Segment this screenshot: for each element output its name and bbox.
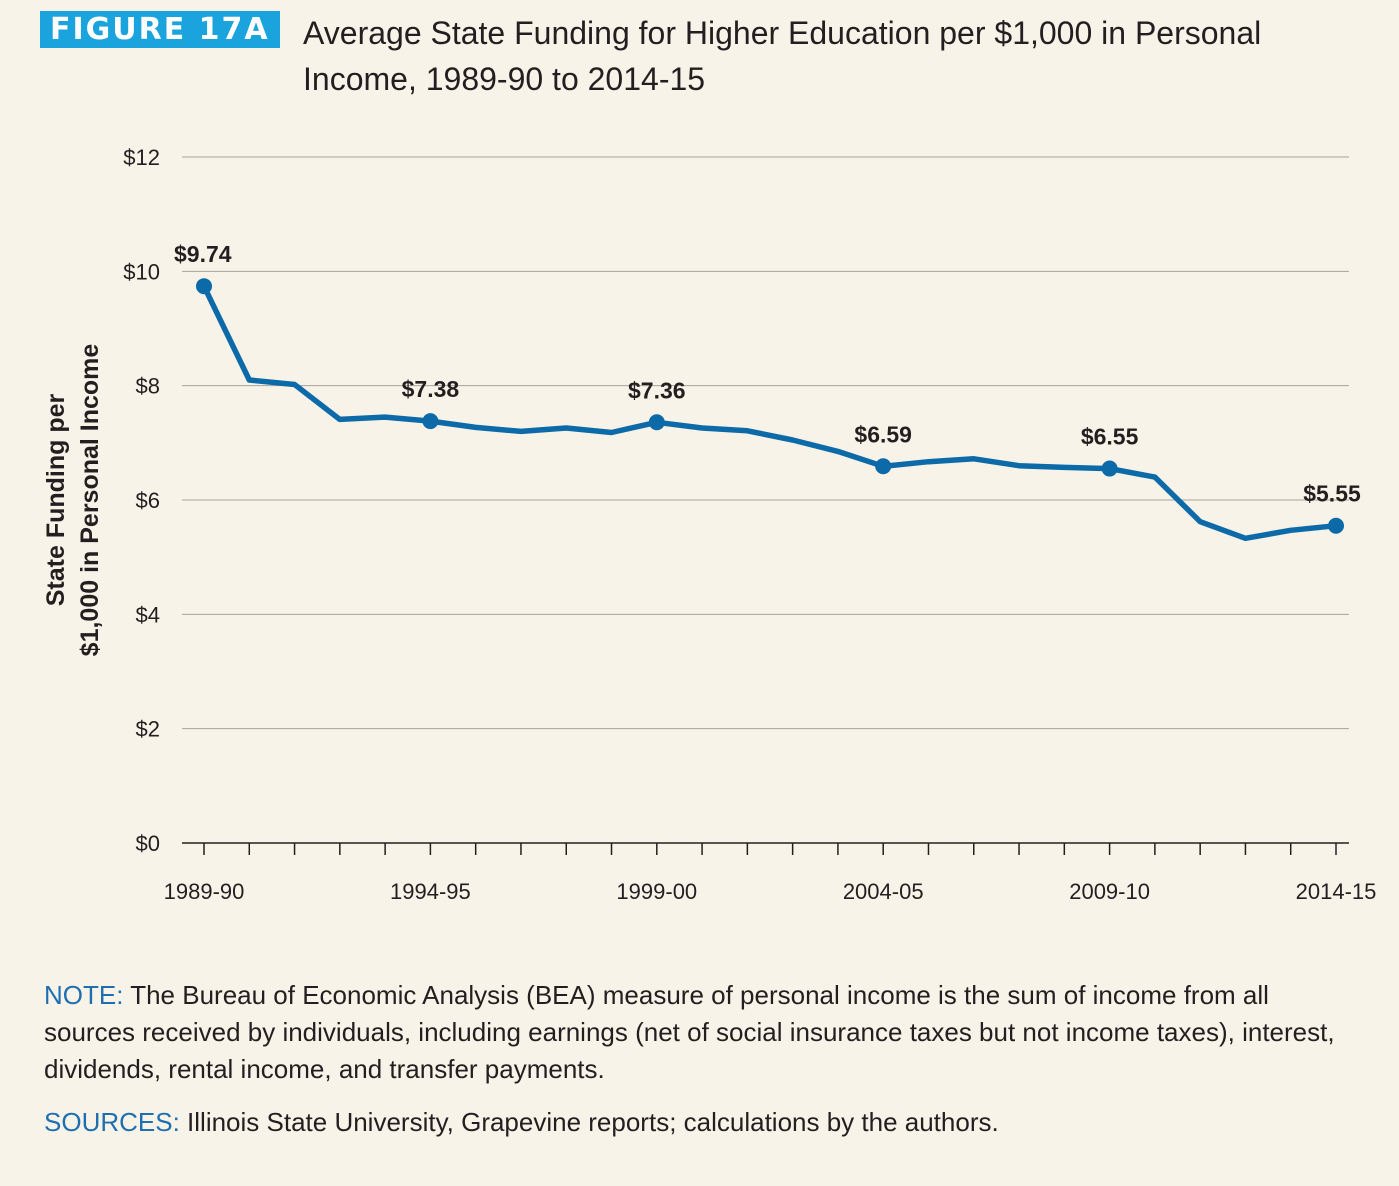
y-tick-label: $12 [123,145,160,170]
data-point [1328,517,1344,534]
x-axis: 1989-90 1994-95 1999-00 2004-05 2009-10 2014-… [164,842,1377,904]
data-point [875,458,892,475]
line-chart: $0 $2 $4 $6 $8 $10 $12 1989-90 1994-95 1999-00 20… [42,145,1377,904]
y-tick-label: $4 [136,602,160,627]
note-text: The Bureau of Economic Analysis (BEA) me… [44,980,1335,1084]
y-tick-label: $6 [136,488,160,513]
data-point [422,413,439,430]
sources-lead: SOURCES: [44,1107,180,1137]
data-point [1101,460,1118,477]
y-tick-label: $2 [136,717,160,742]
y-tick-label: $10 [123,259,160,284]
y-tick-label: $8 [136,374,160,399]
y-tick-label: $0 [136,831,160,856]
gridlines [182,156,1349,730]
y-axis-ticks: $0 $2 $4 $6 $8 $10 $12 [123,145,160,856]
y-axis-title-line2: $1,000 in Personal Income [76,344,104,657]
series-group [196,278,1344,542]
data-point [196,278,212,295]
figure-badge: FIGURE 17A [40,11,280,48]
data-label: $5.55 [1303,481,1361,507]
series-line [201,283,1339,542]
data-label: $9.74 [174,241,232,267]
x-tick-label: 2009-10 [1069,879,1150,904]
x-tick-label: 1994-95 [390,879,471,904]
note-lead: NOTE: [44,980,124,1010]
sources: SOURCES: Illinois State University, Grap… [44,1104,1364,1141]
x-tick-label: 2014-15 [1296,879,1377,904]
data-labels: $9.74 $7.38 $7.36 $6.59 $6.55 $5.55 [174,241,1361,507]
data-label: $6.59 [854,421,912,447]
x-tick-label: 2004-05 [843,879,924,904]
data-label: $6.55 [1081,424,1139,450]
data-label: $7.36 [628,377,686,403]
x-tick-label: 1989-90 [164,879,245,904]
data-label: $7.38 [402,376,460,402]
figure-title: Average State Funding for Higher Educati… [303,15,1262,97]
x-tick-label: 1999-00 [616,879,697,904]
data-point [648,414,665,431]
y-axis-title-line1: State Funding per [42,393,70,606]
note: NOTE: The Bureau of Economic Analysis (B… [44,977,1364,1088]
sources-text: Illinois State University, Grapevine rep… [179,1107,999,1137]
y-axis-title: State Funding per $1,000 in Personal Inc… [42,344,104,657]
